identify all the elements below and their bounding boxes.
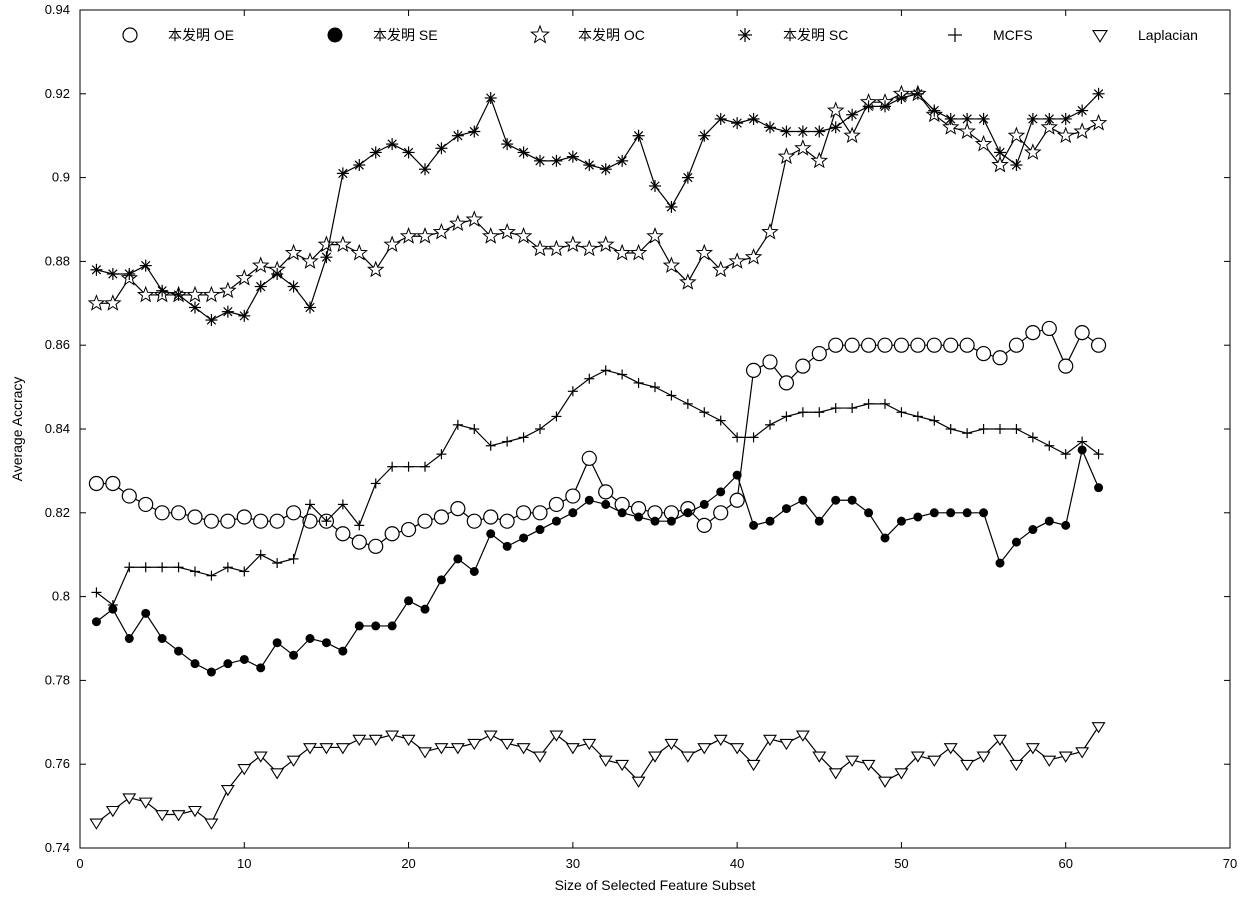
svg-text:0.74: 0.74 [45, 840, 70, 855]
svg-text:0.92: 0.92 [45, 86, 70, 101]
svg-text:0.94: 0.94 [45, 2, 70, 17]
legend-label: Laplacian [1138, 27, 1198, 43]
x-axis-title: Size of Selected Feature Subset [555, 877, 756, 893]
svg-text:0.78: 0.78 [45, 672, 70, 687]
legend-label: 本发明 OE [168, 27, 234, 43]
series-SE [92, 446, 1102, 676]
svg-text:60: 60 [1058, 856, 1072, 871]
svg-text:0.84: 0.84 [45, 421, 70, 436]
svg-text:0.8: 0.8 [52, 589, 70, 604]
svg-text:0.88: 0.88 [45, 253, 70, 268]
series-Laplacian [90, 723, 1104, 829]
y-axis-title: Average Accracy [9, 377, 25, 482]
series-MCFS [91, 365, 1103, 610]
svg-text:0.76: 0.76 [45, 756, 70, 771]
svg-text:30: 30 [566, 856, 580, 871]
svg-text:0.9: 0.9 [52, 170, 70, 185]
svg-text:10: 10 [237, 856, 251, 871]
svg-text:20: 20 [401, 856, 415, 871]
accuracy-chart: 0 10 20 30 40 50 60 70 0.74 0.76 0.78 0.8 0.82 0.84 0.… [0, 0, 1240, 900]
legend-label: 本发明 SE [373, 27, 438, 43]
svg-text:50: 50 [894, 856, 908, 871]
svg-text:0: 0 [76, 856, 83, 871]
legend-label: 本发明 SC [783, 27, 848, 43]
svg-text:40: 40 [730, 856, 744, 871]
series-OE [89, 321, 1105, 553]
legend: 本发明 OE 本发明 SE 本发明 OC 本发明 SC MCFS Laplacian [123, 26, 1198, 43]
svg-text:0.86: 0.86 [45, 337, 70, 352]
series-OC [89, 86, 1106, 310]
svg-text:0.82: 0.82 [45, 505, 70, 520]
legend-label: 本发明 OC [578, 27, 645, 43]
svg-text:70: 70 [1223, 856, 1237, 871]
legend-label: MCFS [993, 27, 1033, 43]
